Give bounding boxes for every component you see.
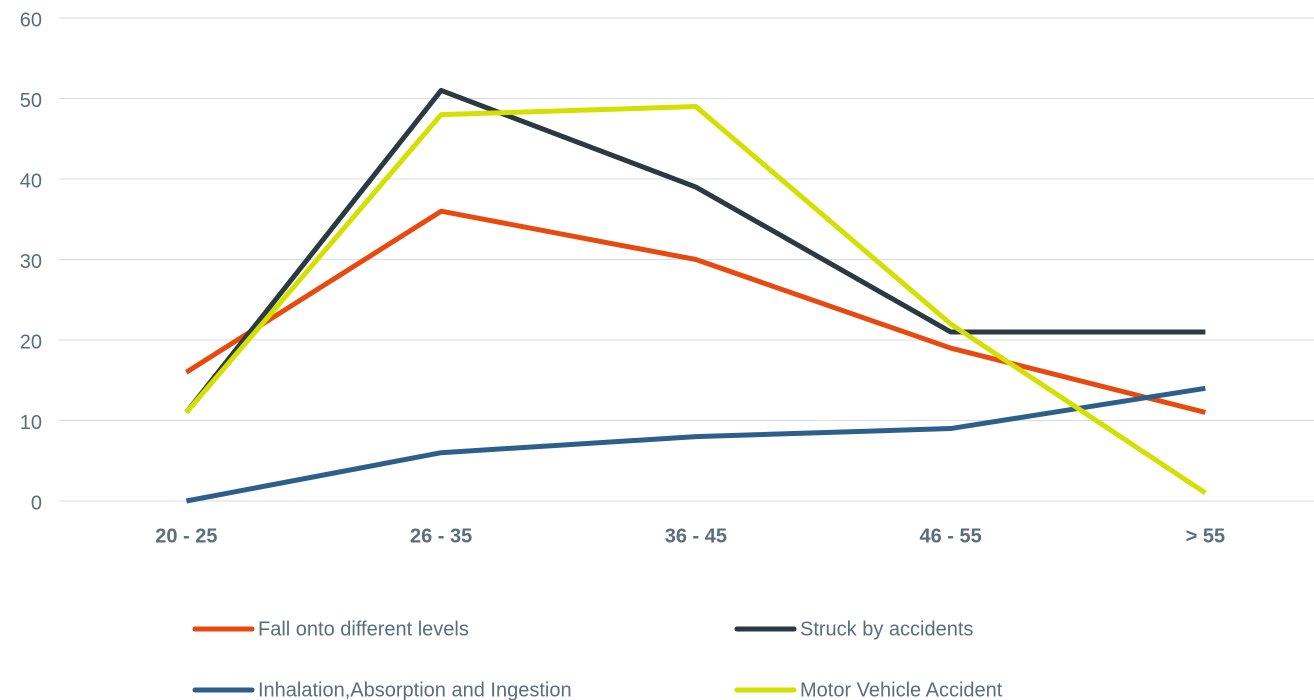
y-tick-label: 60 [20, 9, 42, 31]
y-tick-label: 10 [20, 412, 42, 434]
legend-label: Motor Vehicle Accident [800, 679, 1003, 700]
y-tick-label: 50 [20, 90, 42, 112]
line-series [184, 104, 1207, 496]
legend-label: Struck by accidents [800, 618, 973, 640]
legend-label: Inhalation,Absorption and Ingestion [258, 679, 572, 700]
legend-label: Fall onto different levels [258, 618, 469, 640]
y-tick-label: 0 [31, 492, 42, 514]
x-tick-label: 20 - 25 [155, 525, 217, 547]
x-tick-label: 36 - 45 [665, 525, 727, 547]
line-series [184, 87, 1206, 415]
x-tick-label: > 55 [1186, 525, 1225, 547]
x-tick-label: 46 - 55 [919, 525, 981, 547]
y-tick-label: 40 [20, 170, 42, 192]
line-series [185, 208, 1206, 415]
y-tick-label: 30 [20, 251, 42, 273]
line-series [185, 385, 1206, 504]
x-tick-label: 26 - 35 [410, 525, 472, 547]
y-tick-label: 20 [20, 331, 42, 353]
